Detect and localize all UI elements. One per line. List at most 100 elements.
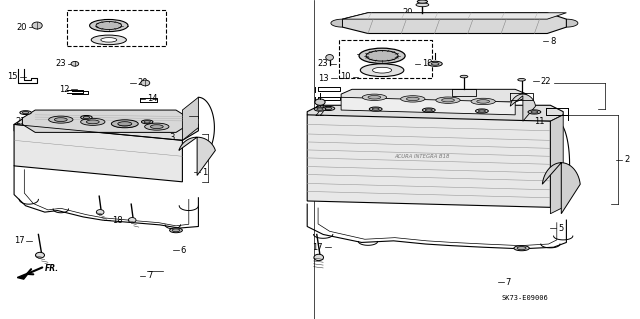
Ellipse shape	[20, 111, 31, 115]
Ellipse shape	[32, 22, 42, 29]
Ellipse shape	[81, 115, 92, 119]
Ellipse shape	[422, 108, 435, 112]
Polygon shape	[14, 115, 198, 140]
Ellipse shape	[416, 3, 429, 7]
Ellipse shape	[401, 96, 425, 102]
Ellipse shape	[22, 112, 29, 114]
Ellipse shape	[366, 50, 398, 61]
Text: 20: 20	[17, 23, 27, 32]
Polygon shape	[307, 115, 550, 207]
Text: 7: 7	[506, 278, 511, 287]
Ellipse shape	[145, 123, 169, 130]
Ellipse shape	[372, 108, 379, 110]
Text: 6: 6	[180, 246, 186, 255]
Text: 22: 22	[315, 109, 325, 118]
Ellipse shape	[517, 247, 526, 250]
Ellipse shape	[141, 80, 150, 86]
Polygon shape	[17, 273, 29, 279]
Ellipse shape	[170, 228, 182, 233]
Ellipse shape	[460, 75, 468, 78]
Ellipse shape	[436, 97, 460, 103]
Ellipse shape	[477, 100, 490, 103]
Text: 9: 9	[365, 50, 370, 59]
Ellipse shape	[362, 94, 387, 100]
Text: 2: 2	[624, 155, 629, 164]
Text: 11: 11	[534, 117, 545, 126]
Ellipse shape	[128, 218, 136, 223]
Ellipse shape	[111, 120, 138, 128]
Text: 21: 21	[189, 117, 199, 126]
Text: 23: 23	[317, 59, 328, 68]
Ellipse shape	[325, 107, 332, 110]
Text: 21: 21	[15, 117, 26, 126]
Text: ACURA INTEGRA B18: ACURA INTEGRA B18	[395, 154, 450, 159]
Ellipse shape	[518, 78, 525, 81]
Polygon shape	[179, 137, 216, 175]
Text: 7: 7	[147, 271, 152, 280]
Ellipse shape	[83, 116, 90, 119]
Polygon shape	[22, 110, 189, 132]
Ellipse shape	[35, 252, 45, 258]
Text: 12: 12	[59, 85, 69, 94]
Ellipse shape	[368, 96, 381, 99]
Text: 13: 13	[318, 74, 329, 83]
Ellipse shape	[359, 48, 405, 63]
Ellipse shape	[426, 109, 433, 111]
Ellipse shape	[479, 110, 486, 112]
Polygon shape	[341, 97, 515, 115]
Text: 10: 10	[110, 37, 120, 46]
Text: 23: 23	[55, 59, 66, 68]
Ellipse shape	[314, 254, 324, 261]
Text: 8: 8	[550, 37, 556, 46]
Ellipse shape	[372, 67, 392, 73]
Text: 4: 4	[557, 177, 562, 186]
Polygon shape	[342, 13, 566, 33]
Text: 14: 14	[147, 94, 157, 103]
Text: 17: 17	[13, 236, 24, 245]
Text: 16: 16	[475, 107, 486, 116]
Text: 17: 17	[312, 243, 323, 252]
Text: 19: 19	[422, 59, 433, 68]
Text: 15: 15	[8, 72, 18, 81]
Ellipse shape	[314, 107, 326, 111]
Text: 22: 22	[541, 77, 551, 86]
Ellipse shape	[428, 61, 442, 66]
Text: 24: 24	[435, 91, 445, 100]
Ellipse shape	[514, 246, 529, 251]
Ellipse shape	[431, 62, 439, 65]
Bar	[67, 10, 166, 46]
Polygon shape	[542, 163, 580, 214]
Ellipse shape	[326, 55, 333, 60]
Ellipse shape	[150, 125, 163, 129]
Text: 24: 24	[525, 107, 535, 116]
Ellipse shape	[81, 118, 105, 125]
Text: 3: 3	[170, 133, 175, 142]
Bar	[339, 40, 432, 78]
Ellipse shape	[531, 111, 538, 113]
Text: 10: 10	[340, 72, 351, 81]
Polygon shape	[342, 13, 566, 19]
Text: 20: 20	[402, 8, 412, 17]
Ellipse shape	[360, 64, 404, 77]
Ellipse shape	[118, 122, 132, 126]
Ellipse shape	[417, 0, 428, 3]
Ellipse shape	[317, 108, 323, 110]
Polygon shape	[510, 94, 536, 121]
Polygon shape	[566, 19, 578, 27]
Polygon shape	[182, 97, 198, 140]
Text: 18: 18	[112, 216, 123, 225]
Ellipse shape	[71, 61, 79, 66]
Polygon shape	[341, 89, 527, 102]
Ellipse shape	[101, 38, 117, 42]
Ellipse shape	[442, 98, 454, 102]
Ellipse shape	[96, 21, 122, 30]
Ellipse shape	[406, 97, 419, 101]
Ellipse shape	[322, 106, 335, 110]
Ellipse shape	[141, 120, 153, 124]
Ellipse shape	[92, 35, 127, 45]
Polygon shape	[550, 115, 563, 214]
Ellipse shape	[315, 99, 325, 105]
Text: 5: 5	[558, 224, 563, 233]
Ellipse shape	[471, 98, 495, 105]
Polygon shape	[14, 124, 182, 182]
